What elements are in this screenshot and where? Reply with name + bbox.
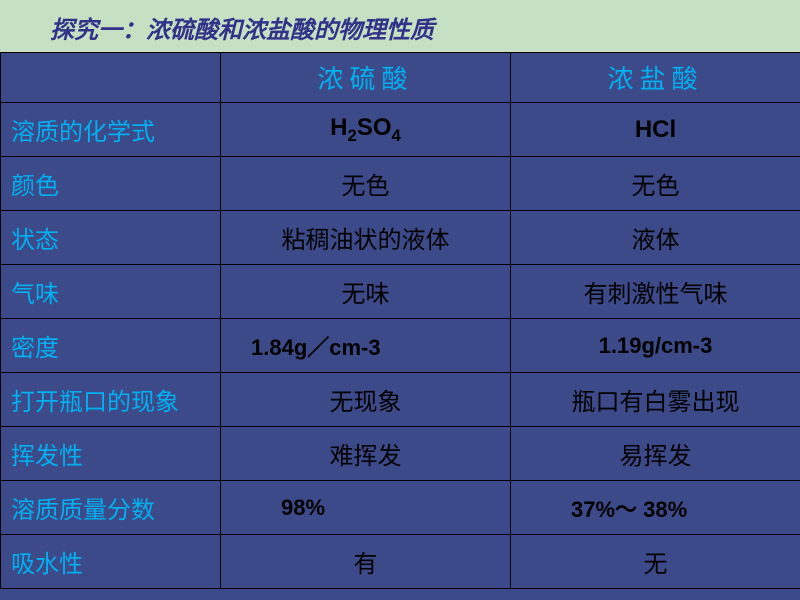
val-smell-a: 无味 xyxy=(221,265,511,319)
label-color: 颜色 xyxy=(1,157,221,211)
table-row: 挥发性 难挥发 易挥发 xyxy=(1,427,800,481)
val-state-b: 液体 xyxy=(511,211,800,265)
val-mass-a: 98% xyxy=(221,481,511,535)
val-mass-b: 37%～ 38% xyxy=(511,481,800,535)
table-row: 颜色 无色 无色 xyxy=(1,157,800,211)
table-row: 打开瓶口的现象 无现象 瓶口有白雾出现 xyxy=(1,373,800,427)
table-row: 状态 粘稠油状的液体 液体 xyxy=(1,211,800,265)
label-open: 打开瓶口的现象 xyxy=(1,373,221,427)
label-density: 密度 xyxy=(1,319,221,373)
label-state: 状态 xyxy=(1,211,221,265)
table-row: 吸水性 有 无 xyxy=(1,535,800,589)
val-state-a: 粘稠油状的液体 xyxy=(221,211,511,265)
val-volatile-b: 易挥发 xyxy=(511,427,800,481)
val-density-b: 1.19g/cm-3 xyxy=(511,319,800,373)
val-absorb-b: 无 xyxy=(511,535,800,589)
page-title: 探究一：浓硫酸和浓盐酸的物理性质 xyxy=(0,0,800,52)
label-volatile: 挥发性 xyxy=(1,427,221,481)
comparison-table: 浓硫酸 浓盐酸 溶质的化学式 H2SO4 HCl 颜色 无色 无色 状态 粘稠油… xyxy=(0,52,800,589)
table-row: 密度 1.84g／cm-3 1.19g/cm-3 xyxy=(1,319,800,373)
val-open-b: 瓶口有白雾出现 xyxy=(511,373,800,427)
val-open-a: 无现象 xyxy=(221,373,511,427)
val-formula-b: HCl xyxy=(511,103,800,157)
label-mass: 溶质质量分数 xyxy=(1,481,221,535)
val-color-a: 无色 xyxy=(221,157,511,211)
val-color-b: 无色 xyxy=(511,157,800,211)
header-hydrochloric: 浓盐酸 xyxy=(511,53,800,103)
table-row: 溶质的化学式 H2SO4 HCl xyxy=(1,103,800,157)
val-formula-a: H2SO4 xyxy=(221,103,511,157)
table-row: 溶质质量分数 98% 37%～ 38% xyxy=(1,481,800,535)
table-header-row: 浓硫酸 浓盐酸 xyxy=(1,53,800,103)
table-row: 气味 无味 有刺激性气味 xyxy=(1,265,800,319)
label-smell: 气味 xyxy=(1,265,221,319)
val-volatile-a: 难挥发 xyxy=(221,427,511,481)
val-smell-b: 有刺激性气味 xyxy=(511,265,800,319)
val-absorb-a: 有 xyxy=(221,535,511,589)
label-formula: 溶质的化学式 xyxy=(1,103,221,157)
header-sulfuric: 浓硫酸 xyxy=(221,53,511,103)
val-density-a: 1.84g／cm-3 xyxy=(221,319,511,373)
label-absorb: 吸水性 xyxy=(1,535,221,589)
header-empty xyxy=(1,53,221,103)
